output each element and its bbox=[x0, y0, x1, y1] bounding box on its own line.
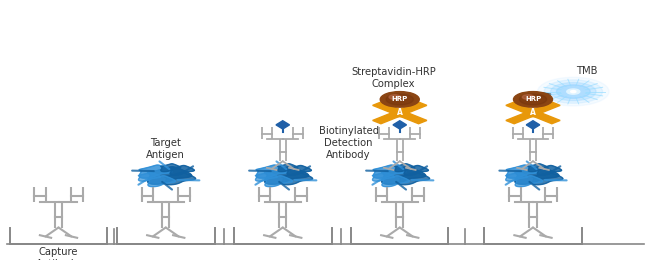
Circle shape bbox=[562, 87, 585, 96]
Polygon shape bbox=[170, 165, 194, 175]
Text: HRP: HRP bbox=[525, 96, 541, 102]
Text: Capture
Antibody: Capture Antibody bbox=[36, 247, 81, 260]
Circle shape bbox=[519, 94, 547, 105]
Circle shape bbox=[556, 85, 590, 98]
Text: A: A bbox=[530, 108, 536, 118]
Polygon shape bbox=[139, 165, 172, 178]
Polygon shape bbox=[532, 172, 563, 185]
Polygon shape bbox=[382, 167, 426, 184]
Polygon shape bbox=[278, 164, 298, 172]
Polygon shape bbox=[265, 176, 292, 187]
Polygon shape bbox=[395, 164, 415, 172]
Text: HRP: HRP bbox=[391, 96, 408, 102]
Polygon shape bbox=[506, 102, 560, 124]
Polygon shape bbox=[538, 165, 562, 175]
Text: Streptavidin-HRP
Complex: Streptavidin-HRP Complex bbox=[351, 67, 436, 89]
Polygon shape bbox=[506, 102, 560, 124]
Circle shape bbox=[551, 82, 596, 101]
Circle shape bbox=[389, 95, 400, 99]
Text: TMB: TMB bbox=[577, 66, 598, 76]
Circle shape bbox=[523, 95, 534, 99]
Polygon shape bbox=[515, 167, 559, 184]
Circle shape bbox=[391, 109, 409, 117]
Polygon shape bbox=[265, 167, 309, 184]
Text: A: A bbox=[396, 108, 403, 118]
Polygon shape bbox=[506, 172, 528, 181]
Circle shape bbox=[514, 92, 552, 107]
Circle shape bbox=[386, 94, 413, 105]
Polygon shape bbox=[138, 172, 161, 181]
Circle shape bbox=[567, 89, 580, 94]
Polygon shape bbox=[528, 164, 548, 172]
Polygon shape bbox=[281, 172, 313, 185]
Polygon shape bbox=[404, 165, 428, 175]
Polygon shape bbox=[256, 165, 289, 178]
Polygon shape bbox=[393, 121, 406, 129]
Circle shape bbox=[538, 77, 609, 106]
Circle shape bbox=[380, 92, 419, 107]
Polygon shape bbox=[164, 172, 196, 185]
Polygon shape bbox=[148, 167, 192, 184]
Polygon shape bbox=[382, 176, 410, 187]
Polygon shape bbox=[287, 165, 311, 175]
Circle shape bbox=[571, 90, 576, 93]
Polygon shape bbox=[373, 165, 406, 178]
Polygon shape bbox=[515, 176, 543, 187]
Polygon shape bbox=[161, 164, 181, 172]
Text: Target
Antigen: Target Antigen bbox=[146, 138, 185, 160]
Polygon shape bbox=[526, 121, 539, 129]
Circle shape bbox=[544, 80, 603, 103]
Polygon shape bbox=[372, 172, 395, 181]
Polygon shape bbox=[255, 172, 278, 181]
Polygon shape bbox=[398, 172, 430, 185]
Text: Biotinylated
Detection
Antibody: Biotinylated Detection Antibody bbox=[318, 126, 378, 160]
Polygon shape bbox=[148, 176, 176, 187]
Circle shape bbox=[524, 109, 542, 117]
Polygon shape bbox=[506, 165, 540, 178]
Polygon shape bbox=[276, 121, 289, 129]
Polygon shape bbox=[372, 102, 427, 124]
Polygon shape bbox=[372, 102, 427, 124]
